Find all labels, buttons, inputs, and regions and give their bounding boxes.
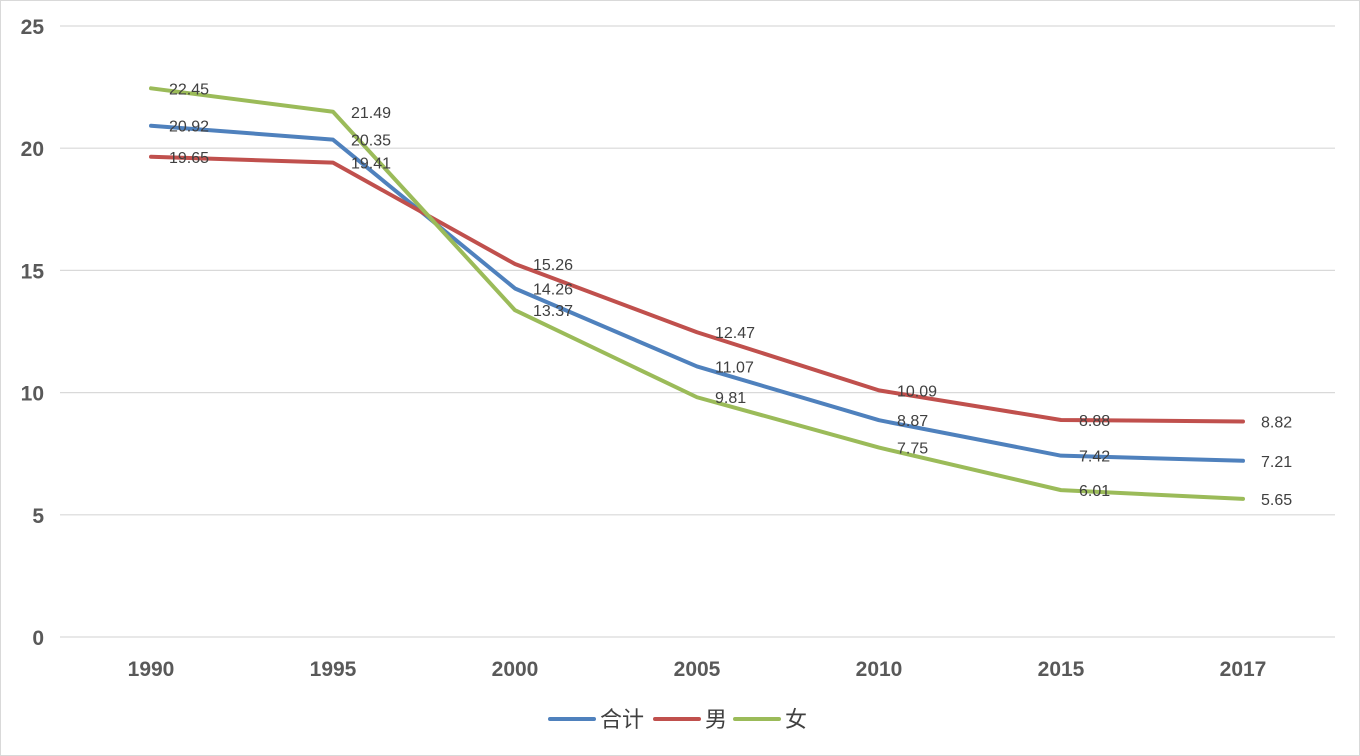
legend: 合计 男 女	[548, 708, 807, 733]
data-label: 19.65	[169, 150, 209, 167]
data-label: 7.75	[897, 441, 928, 458]
data-label: 20.92	[169, 119, 209, 136]
data-label: 21.49	[351, 105, 391, 122]
data-label: 11.07	[715, 359, 754, 376]
legend-label: 男	[705, 708, 727, 733]
data-label: 15.26	[533, 257, 573, 274]
y-tick-label: 20	[21, 138, 44, 161]
x-tick-label: 2000	[492, 658, 539, 681]
y-tick-label: 0	[32, 627, 44, 650]
y-tick-label: 5	[32, 505, 44, 528]
y-tick-label: 25	[21, 16, 45, 39]
data-label: 12.47	[715, 325, 755, 342]
data-label: 8.87	[897, 413, 928, 430]
x-axis-ticks: 1990 1995 2000 2005 2010 2015 2017	[128, 658, 1267, 681]
x-tick-label: 2017	[1220, 658, 1267, 681]
x-tick-label: 2005	[674, 658, 721, 681]
y-tick-label: 15	[21, 260, 45, 283]
legend-label: 女	[785, 708, 807, 733]
data-labels: 20.92 20.35 14.26 11.07 8.87 7.42 7.21 19.65 19.…	[169, 81, 1292, 509]
x-tick-label: 1995	[310, 658, 357, 681]
x-tick-label: 2015	[1038, 658, 1085, 681]
y-axis-ticks: 0 5 10 15 20 25	[21, 16, 45, 650]
data-label: 10.09	[897, 383, 937, 400]
data-label: 14.26	[533, 281, 573, 298]
data-label: 20.35	[351, 133, 391, 150]
data-label: 7.42	[1079, 449, 1110, 466]
series-line-2	[149, 86, 1245, 501]
series-line-1	[149, 154, 1245, 424]
data-label: 13.37	[533, 303, 573, 320]
data-label: 6.01	[1079, 483, 1110, 500]
y-tick-label: 10	[21, 383, 44, 406]
data-label: 19.41	[351, 156, 391, 173]
series-line-0	[149, 123, 1245, 463]
data-label: 22.45	[169, 81, 209, 98]
x-tick-label: 2010	[856, 658, 903, 681]
data-label: 7.21	[1261, 454, 1292, 471]
data-label: 9.81	[715, 390, 746, 407]
x-tick-label: 1990	[128, 658, 175, 681]
data-label: 8.82	[1261, 414, 1292, 431]
data-label: 5.65	[1261, 492, 1292, 509]
series-lines	[149, 86, 1245, 501]
gridlines	[60, 25, 1335, 638]
legend-label: 合计	[600, 708, 644, 733]
data-label: 8.88	[1079, 413, 1110, 430]
